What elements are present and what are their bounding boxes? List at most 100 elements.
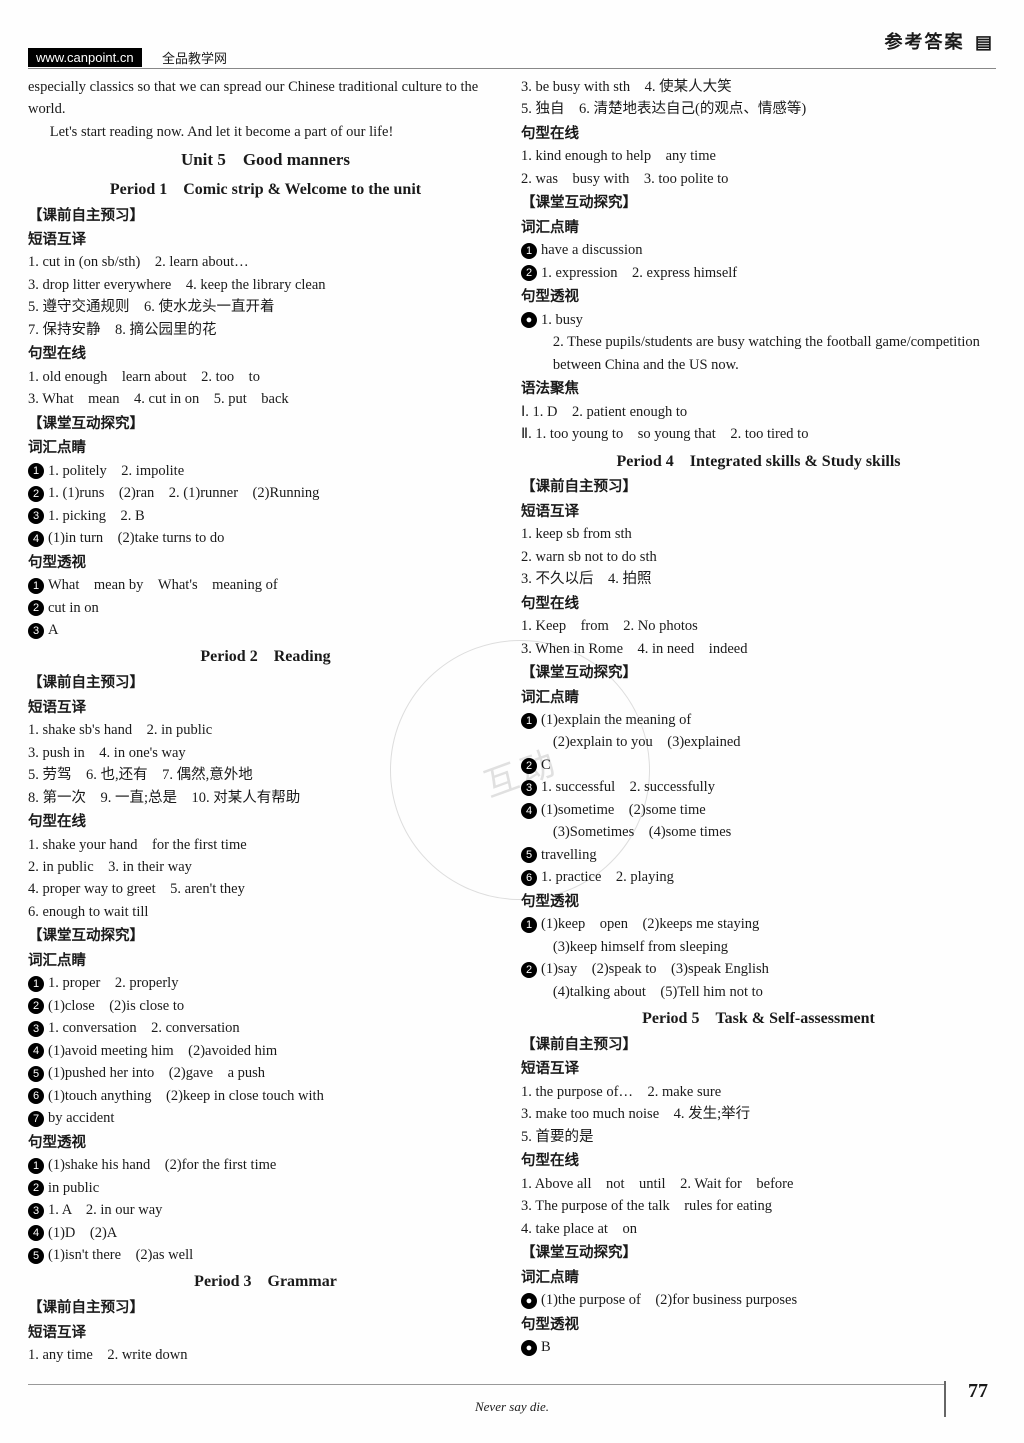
p1-c6: 2cut in on <box>28 597 503 619</box>
p4-c4: 4(1)sometime (2)some time <box>521 799 996 821</box>
p2-c8-t: (1)shake his hand (2)for the first time <box>48 1157 276 1173</box>
bullet-icon: 3 <box>28 508 44 524</box>
p5-h1: 短语互译 <box>521 1058 996 1080</box>
p2-c12: 5(1)isn't there (2)as well <box>28 1244 503 1266</box>
bullet-icon: 1 <box>28 463 44 479</box>
banner-text: 参考答案 <box>884 32 964 52</box>
p2-c11-t: (1)D (2)A <box>48 1225 117 1241</box>
period3-title: Period 3 Grammar <box>28 1270 503 1295</box>
p1-sec2: 【课堂互动探究】 <box>28 413 503 435</box>
p1-l2: 3. drop litter everywhere 4. keep the li… <box>28 274 503 296</box>
bullet-icon: ● <box>521 312 537 328</box>
p1-c7: 3A <box>28 619 503 641</box>
p2-l6: 2. in public 3. in their way <box>28 856 503 878</box>
p2-c7: 7by accident <box>28 1107 503 1129</box>
p2-c8: 1(1)shake his hand (2)for the first time <box>28 1154 503 1176</box>
p2-c2-t: (1)close (2)is close to <box>48 998 184 1014</box>
p1-h2: 句型在线 <box>28 343 503 365</box>
p3-h5: 语法聚焦 <box>521 378 996 400</box>
p3-c4: Ⅰ. 1. D 2. patient enough to <box>521 401 996 423</box>
bullet-icon: 1 <box>521 713 537 729</box>
period2-title: Period 2 Reading <box>28 645 503 670</box>
p5-sec1: 【课前自主预习】 <box>521 1034 996 1056</box>
p4-l1: 1. keep sb from sth <box>521 523 996 545</box>
p4-c1: 1(1)explain the meaning of <box>521 709 996 731</box>
p3-c1: 1have a discussion <box>521 239 996 261</box>
p1-l5: 1. old enough learn about 2. too to <box>28 366 503 388</box>
p3-h3: 词汇点睛 <box>521 217 996 239</box>
p5-l4: 1. Above all not until 2. Wait for befor… <box>521 1173 996 1195</box>
p5-l5: 3. The purpose of the talk rules for eat… <box>521 1195 996 1217</box>
p4-c7: 1(1)keep open (2)keeps me staying <box>521 913 996 935</box>
p2-c9-t: in public <box>48 1180 99 1196</box>
bullet-icon: ● <box>521 1293 537 1309</box>
p4-c3: 31. successful 2. successfully <box>521 776 996 798</box>
p4-c7-t: (1)keep open (2)keeps me staying <box>541 916 759 932</box>
p3-l3: 5. 独自 6. 清楚地表达自己(的观点、情感等) <box>521 98 996 120</box>
p3-sec1: 【课前自主预习】 <box>28 1297 503 1319</box>
p2-h1: 短语互译 <box>28 697 503 719</box>
p2-c11: 4(1)D (2)A <box>28 1222 503 1244</box>
p3-h4: 句型透视 <box>521 286 996 308</box>
footer-rule <box>28 1384 944 1385</box>
p2-l2: 3. push in 4. in one's way <box>28 742 503 764</box>
banner-icon: ▤ <box>975 32 994 52</box>
p4-c7b: (3)keep himself from sleeping <box>521 936 996 958</box>
bullet-icon: 2 <box>521 962 537 978</box>
bullet-icon: 3 <box>521 780 537 796</box>
p4-c5-t: travelling <box>541 847 597 863</box>
p1-c4: 4(1)in turn (2)take turns to do <box>28 527 503 549</box>
p1-c3-t: 1. picking 2. B <box>48 508 145 524</box>
p5-l3: 5. 首要的是 <box>521 1126 996 1148</box>
p4-c4b: (3)Sometimes (4)some times <box>521 821 996 843</box>
p4-l4: 1. Keep from 2. No photos <box>521 615 996 637</box>
p4-h4: 句型透视 <box>521 891 996 913</box>
p4-l3: 3. 不久以后 4. 拍照 <box>521 568 996 590</box>
p4-c1b: (2)explain to you (3)explained <box>521 731 996 753</box>
p1-c1: 11. politely 2. impolite <box>28 460 503 482</box>
p3-c1-t: have a discussion <box>541 242 642 258</box>
p5-c2: ●B <box>521 1336 996 1358</box>
bullet-icon: 2 <box>521 758 537 774</box>
p5-sec2: 【课堂互动探究】 <box>521 1242 996 1264</box>
p1-c1-t: 1. politely 2. impolite <box>48 463 184 479</box>
p2-l4: 8. 第一次 9. 一直;总是 10. 对某人有帮助 <box>28 787 503 809</box>
p2-h3: 词汇点睛 <box>28 950 503 972</box>
page-side-rule <box>944 1381 946 1417</box>
p2-c1-t: 1. proper 2. properly <box>48 975 178 991</box>
bullet-icon: ● <box>521 1340 537 1356</box>
p2-l7: 4. proper way to greet 5. aren't they <box>28 878 503 900</box>
p5-l1: 1. the purpose of… 2. make sure <box>521 1081 996 1103</box>
p1-c7-t: A <box>48 622 58 638</box>
p4-c6: 61. practice 2. playing <box>521 866 996 888</box>
p4-h1: 短语互译 <box>521 501 996 523</box>
p5-l2: 3. make too much noise 4. 发生;举行 <box>521 1103 996 1125</box>
p3-l2: 3. be busy with sth 4. 使某人大笑 <box>521 76 996 98</box>
p4-c4-t: (1)sometime (2)some time <box>541 802 706 818</box>
p1-h3: 词汇点睛 <box>28 437 503 459</box>
p2-c10: 31. A 2. in our way <box>28 1199 503 1221</box>
p4-c8: 2(1)say (2)speak to (3)speak English <box>521 958 996 980</box>
footer-motto: Never say die. <box>0 1399 1024 1415</box>
p2-c3: 31. conversation 2. conversation <box>28 1017 503 1039</box>
p2-l8: 6. enough to wait till <box>28 901 503 923</box>
bullet-icon: 4 <box>28 1225 44 1241</box>
p2-c7-t: by accident <box>48 1110 114 1126</box>
p3-l5: 2. was busy with 3. too polite to <box>521 168 996 190</box>
p3-l1: 1. any time 2. write down <box>28 1344 503 1366</box>
p2-c1: 11. proper 2. properly <box>28 972 503 994</box>
p2-c6-t: (1)touch anything (2)keep in close touch… <box>48 1088 324 1104</box>
p2-c10-t: 1. A 2. in our way <box>48 1202 162 1218</box>
p5-c1: ●(1)the purpose of (2)for business purpo… <box>521 1289 996 1311</box>
header-banner: 参考答案 ▤ <box>884 28 994 54</box>
p3-c5: Ⅱ. 1. too young to so young that 2. too … <box>521 423 996 445</box>
p2-l5: 1. shake your hand for the first time <box>28 834 503 856</box>
p2-c3-t: 1. conversation 2. conversation <box>48 1020 240 1036</box>
bullet-icon: 1 <box>28 1158 44 1174</box>
p1-c3: 31. picking 2. B <box>28 505 503 527</box>
p3-h2: 句型在线 <box>521 123 996 145</box>
p2-c12-t: (1)isn't there (2)as well <box>48 1247 193 1263</box>
p5-l6: 4. take place at on <box>521 1218 996 1240</box>
bullet-icon: 2 <box>28 1180 44 1196</box>
p1-c5-t: What mean by What's meaning of <box>48 577 278 593</box>
